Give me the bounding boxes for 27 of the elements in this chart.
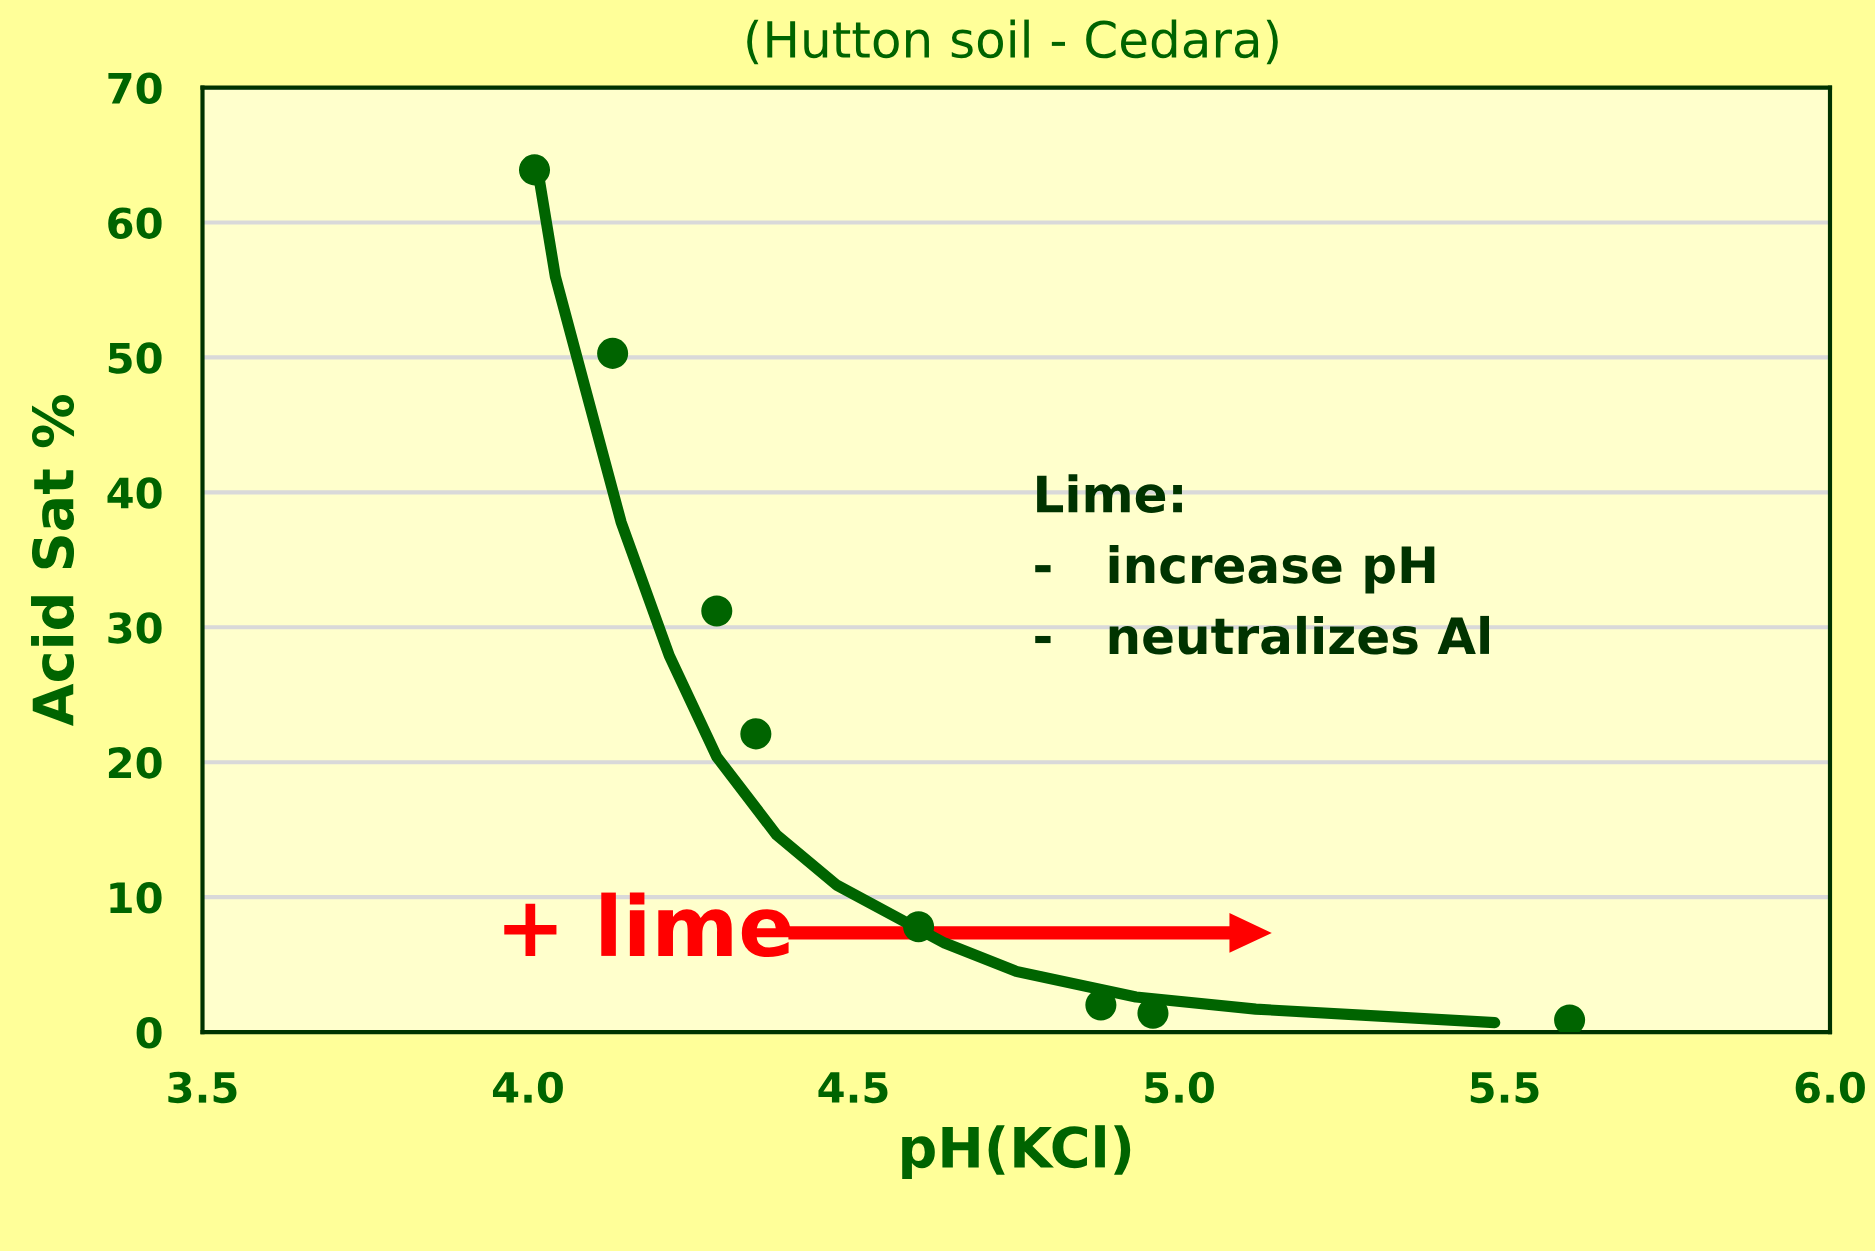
y-tick-label: 20 [108,747,162,779]
point [1554,1004,1586,1033]
point [597,337,629,369]
x-tick-label: 4.0 [492,1071,563,1104]
x-tick-label: 4.5 [818,1072,888,1104]
annotation: - increase pH [1035,545,1435,594]
y-tick-label: 50 [108,342,162,374]
point [518,154,551,186]
annotation: + lime [504,892,791,958]
y-tick-label: 10 [110,882,162,914]
y-tick-label: 0 [136,1016,162,1049]
chart-subtitle: (Hutton soil - Cedara) [747,19,1278,65]
y-tick-label: 40 [107,477,162,509]
x-axis-title: pH(KCl) [902,1125,1131,1179]
x-tick-label: 6.0 [1795,1071,1865,1104]
x-tick-label: 3.5 [168,1071,237,1104]
y-tick-label: 60 [108,207,162,239]
x-tick-label: 5.0 [1145,1071,1214,1104]
point [740,718,772,750]
x-tick-label: 5.5 [1470,1072,1539,1104]
y-tick-label: 30 [108,612,162,644]
point [701,595,733,627]
annotation: Lime: [1037,474,1182,513]
y-tick-label: 70 [108,72,162,104]
annotation: - neutralizes Al [1035,615,1489,655]
point [903,911,935,943]
y-axis-title: Acid Sat % [31,395,75,727]
